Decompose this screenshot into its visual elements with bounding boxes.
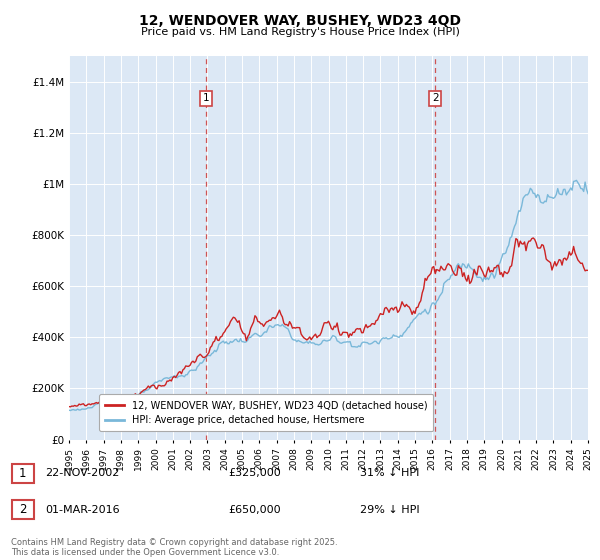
Text: 1: 1 — [202, 93, 209, 103]
Text: Price paid vs. HM Land Registry's House Price Index (HPI): Price paid vs. HM Land Registry's House … — [140, 27, 460, 37]
Text: 12, WENDOVER WAY, BUSHEY, WD23 4QD: 12, WENDOVER WAY, BUSHEY, WD23 4QD — [139, 14, 461, 28]
FancyBboxPatch shape — [12, 464, 34, 483]
Text: 29% ↓ HPI: 29% ↓ HPI — [360, 505, 419, 515]
Text: 1: 1 — [19, 466, 26, 480]
Text: 2: 2 — [19, 503, 26, 516]
Text: Contains HM Land Registry data © Crown copyright and database right 2025.
This d: Contains HM Land Registry data © Crown c… — [11, 538, 337, 557]
Text: 31% ↓ HPI: 31% ↓ HPI — [360, 468, 419, 478]
Text: £650,000: £650,000 — [228, 505, 281, 515]
Text: 22-NOV-2002: 22-NOV-2002 — [45, 468, 119, 478]
Legend: 12, WENDOVER WAY, BUSHEY, WD23 4QD (detached house), HPI: Average price, detache: 12, WENDOVER WAY, BUSHEY, WD23 4QD (deta… — [99, 394, 433, 431]
Text: 2: 2 — [432, 93, 439, 103]
FancyBboxPatch shape — [12, 500, 34, 519]
Text: £325,000: £325,000 — [228, 468, 281, 478]
Text: 01-MAR-2016: 01-MAR-2016 — [45, 505, 119, 515]
